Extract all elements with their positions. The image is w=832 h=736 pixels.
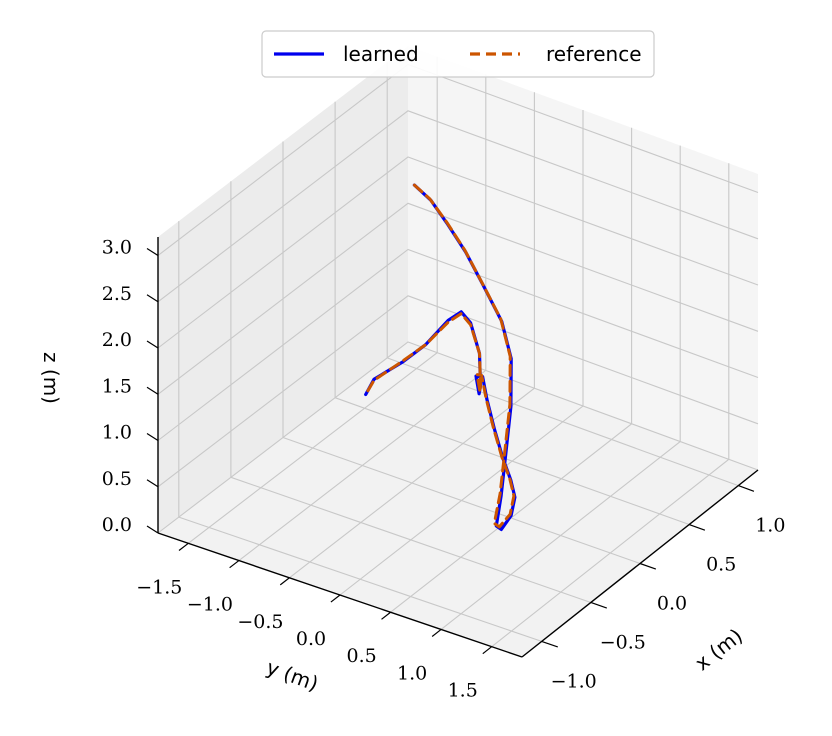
z-tick-label: 2.0 [102,329,132,351]
z-tick-label: 0.0 [102,514,132,536]
tick-marks [146,247,755,655]
y-tick-label: 1.5 [448,680,478,702]
y-tick [330,594,341,603]
z-tick-label: 1.5 [102,375,132,397]
x-tick [738,485,755,492]
z-axis-label: z (m) [39,352,63,404]
z-tick [146,340,159,349]
z-tick [146,386,159,395]
grid-line-z [157,295,759,488]
legend: learned reference [261,30,655,78]
x-axis-label: x (m) [690,624,747,676]
z-tick [146,479,159,488]
y-tick [482,646,493,655]
legend-label-reference: reference [546,42,642,66]
y-tick [381,611,391,620]
z-tick [146,432,159,442]
legend-label-learned: learned [343,42,419,66]
x-tick [688,523,706,531]
tick-labels: −1.5−1.0−0.50.00.51.01.5 −1.0−0.50.00.51.… [102,237,786,702]
x-tick-label: −0.5 [600,632,646,654]
grid-line-z [157,156,759,349]
y-tick-label: −1.5 [136,576,182,598]
y-axis-label: y (m) [263,655,321,696]
y-tick-label: 0.0 [296,628,326,650]
x-tick [590,601,608,609]
y-tick [431,628,442,637]
y-tick [229,560,240,569]
y-tick-label: −1.0 [187,594,233,616]
y-tick [279,577,290,586]
grid-line-z [157,202,759,395]
z-tick [146,294,159,303]
axis-panes [158,46,758,657]
grid-line-z [157,248,759,441]
y-tick-label: 0.5 [346,645,376,667]
x-tick-label: 0.5 [706,554,736,576]
x-tick-label: 0.0 [657,593,687,615]
x-tick-label: 1.0 [755,515,785,537]
legend-frame [261,30,655,78]
x-tick-label: −1.0 [551,670,597,692]
series-lines [364,183,517,532]
grid-line-z [157,110,759,303]
y-tick-label: 1.0 [397,662,427,684]
y-tick [178,542,189,551]
z-tick [146,247,159,257]
z-tick-label: 2.5 [102,283,132,305]
z-tick-label: 1.0 [102,422,132,444]
z-tick-label: 3.0 [102,237,132,259]
x-tick [541,640,558,648]
y-tick-label: −0.5 [237,611,283,633]
series-line-reference [364,183,516,529]
grid-line-z [157,341,759,534]
x-tick [639,562,657,570]
z-tick-label: 0.5 [102,468,132,490]
z-tick [146,525,159,534]
